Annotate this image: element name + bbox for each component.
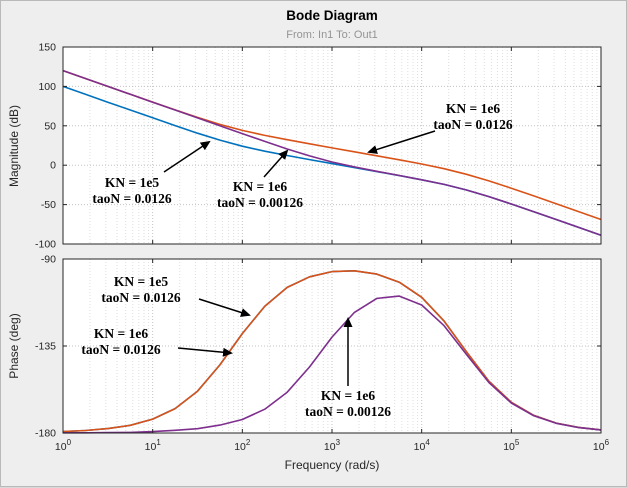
plot-background — [63, 47, 601, 244]
annotation-label: KN = 1e6 — [233, 179, 287, 194]
x-tick-label: 102 — [234, 438, 251, 453]
x-tick-label: 100 — [55, 438, 72, 453]
annotation-label: taoN = 0.0126 — [81, 342, 161, 357]
x-tick-label: 101 — [145, 438, 162, 453]
annotation-label: taoN = 0.00126 — [217, 195, 303, 210]
y-tick-label: -90 — [41, 254, 56, 266]
annotation-label: KN = 1e6 — [321, 388, 375, 403]
y-tick-label: -50 — [41, 199, 56, 211]
y-tick-label: 150 — [38, 42, 56, 54]
y-axis-label-magnitude: Magnitude (dB) — [7, 105, 21, 187]
y-tick-label: 0 — [50, 160, 56, 172]
x-axis-tick-labels: 100 101 102 103 104 105 106 — [55, 438, 610, 453]
x-tick-label: 106 — [593, 438, 610, 453]
y-tick-label: 100 — [38, 81, 56, 93]
annotation-label: taoN = 0.00126 — [305, 404, 391, 419]
x-tick-label: 103 — [324, 438, 341, 453]
chart-title: Bode Diagram — [286, 8, 378, 23]
annotation-arrow — [198, 298, 251, 317]
annotation-arrow — [177, 347, 233, 357]
chart-subtitle: From: In1 To: Out1 — [286, 29, 378, 41]
annotation-label: taoN = 0.0126 — [101, 290, 181, 305]
annotation-label: KN = 1e6 — [94, 326, 148, 341]
annotation-label: KN = 1e6 — [446, 101, 500, 116]
annotation-label: KN = 1e5 — [114, 274, 168, 289]
curve-kn1e6-taon0p00126 — [62, 69, 602, 237]
x-axis-label: Frequency (rad/s) — [285, 458, 380, 472]
annotation-label: taoN = 0.0126 — [433, 117, 513, 132]
x-tick-label: 105 — [503, 438, 520, 453]
y-axis-label-phase: Phase (deg) — [7, 313, 21, 378]
annotation-label: KN = 1e5 — [105, 175, 159, 190]
annotation-label: taoN = 0.0126 — [92, 191, 172, 206]
y-tick-label: -135 — [35, 341, 56, 353]
x-tick-label: 104 — [414, 438, 431, 453]
y-tick-label: 50 — [44, 120, 56, 132]
annotation-arrow — [367, 130, 436, 154]
y-tick-label: -100 — [35, 239, 56, 251]
annotation-arrow — [163, 140, 211, 173]
y-tick-label: -180 — [35, 428, 56, 440]
annotation-arrow — [263, 149, 289, 178]
